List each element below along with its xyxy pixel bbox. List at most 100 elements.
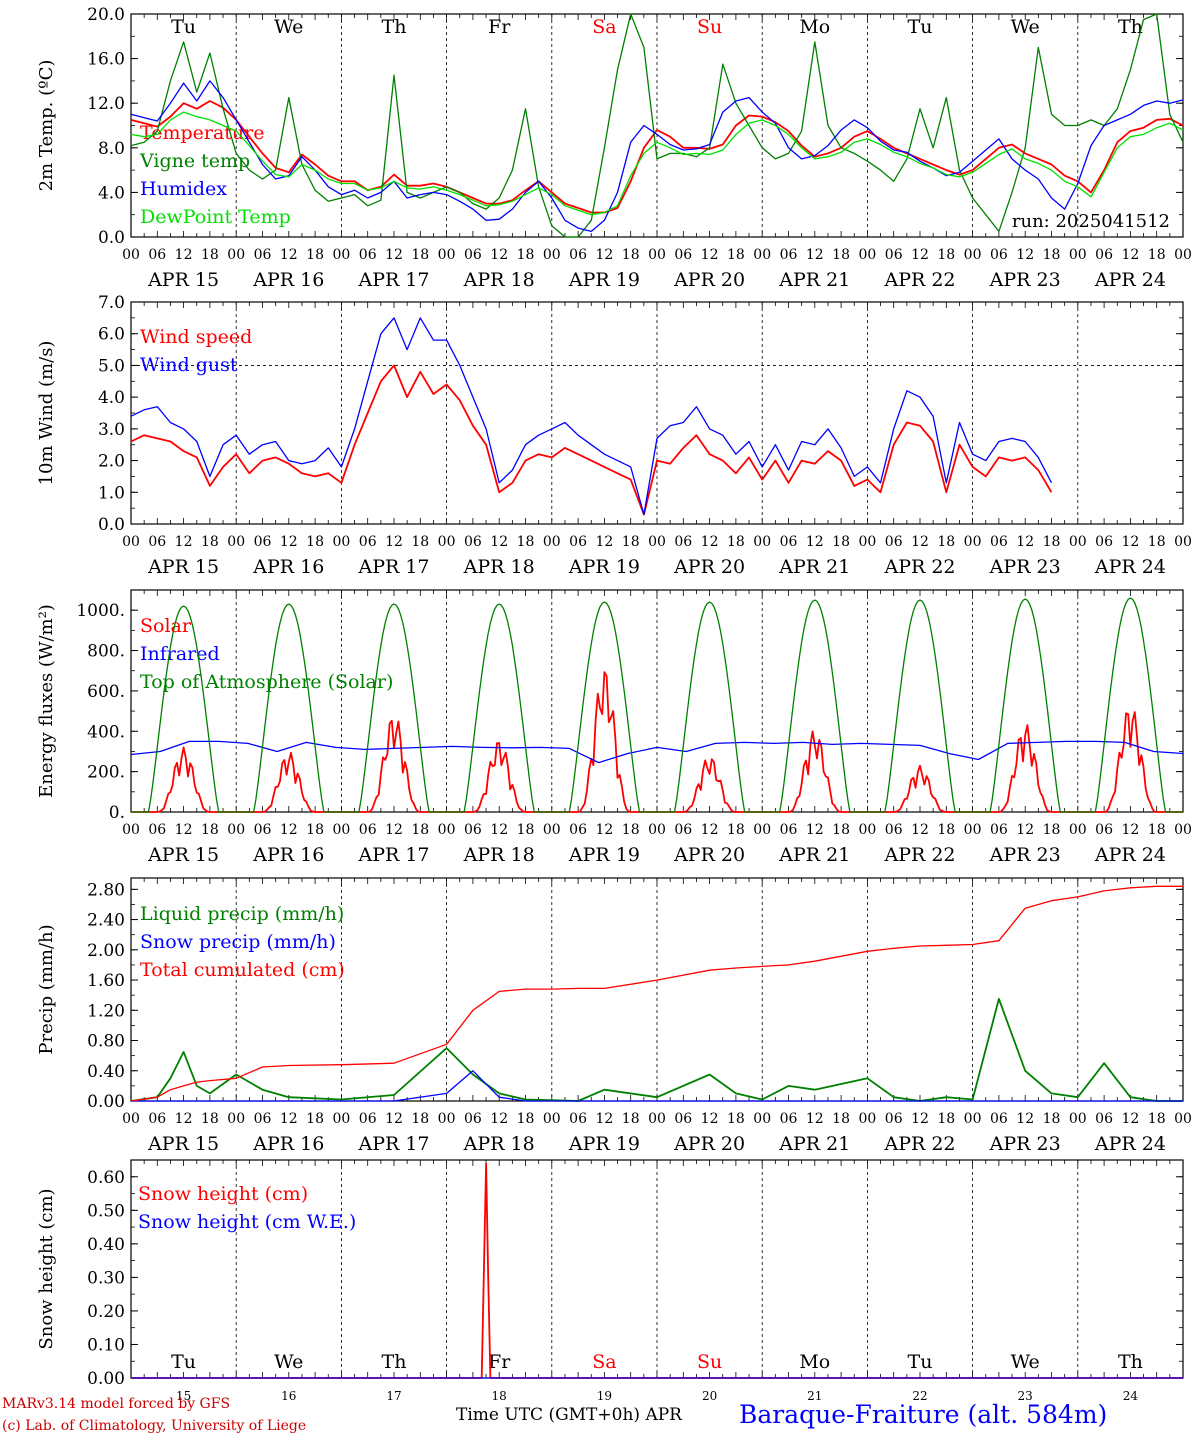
date-label: APR 20 bbox=[673, 269, 745, 291]
date-label: APR 16 bbox=[252, 844, 324, 866]
hour-tick-label: 18 bbox=[411, 822, 429, 838]
hour-tick-label: 18 bbox=[1148, 247, 1166, 263]
legend-snow-height-cm: Snow height (cm) bbox=[138, 1183, 308, 1205]
hour-tick-label: 00 bbox=[648, 1111, 666, 1127]
hour-tick-label: 06 bbox=[254, 822, 272, 838]
y-tick-label: 1.60 bbox=[87, 971, 125, 991]
series-vigne-temp bbox=[130, 13, 1184, 238]
hour-tick-label: 00 bbox=[122, 247, 140, 263]
hour-tick-label: 00 bbox=[1069, 247, 1087, 263]
weekday-label: Fr bbox=[488, 16, 511, 38]
hour-tick-label: 00 bbox=[1174, 247, 1192, 263]
y-axis-label: 10m Wind (m/s) bbox=[36, 341, 57, 486]
hour-tick-label: 18 bbox=[201, 822, 219, 838]
hour-tick-label: 06 bbox=[1095, 822, 1113, 838]
hour-tick-label: 06 bbox=[254, 1111, 272, 1127]
day-number-label: 21 bbox=[807, 1389, 822, 1403]
date-label: APR 18 bbox=[463, 844, 535, 866]
hour-tick-label: 00 bbox=[438, 534, 456, 550]
weekday-label: We bbox=[1011, 1351, 1040, 1373]
y-tick-label: 2.0 bbox=[98, 452, 125, 472]
date-label: APR 16 bbox=[252, 556, 324, 578]
weekday-label: Mo bbox=[799, 1351, 830, 1373]
hour-tick-label: 12 bbox=[490, 1111, 508, 1127]
y-tick-label: 0.40 bbox=[87, 1062, 125, 1082]
hour-tick-label: 06 bbox=[464, 1111, 482, 1127]
y-tick-label: 800. bbox=[87, 642, 125, 662]
legend-wind-speed: Wind speed bbox=[140, 326, 252, 348]
hour-tick-label: 06 bbox=[464, 247, 482, 263]
weekday-label: Sa bbox=[592, 1351, 616, 1373]
hour-tick-label: 18 bbox=[622, 534, 640, 550]
hour-tick-label: 00 bbox=[332, 534, 350, 550]
hour-tick-label: 18 bbox=[411, 534, 429, 550]
date-label: APR 22 bbox=[883, 556, 955, 578]
series-wind-gust bbox=[130, 317, 1053, 516]
hour-tick-label: 00 bbox=[964, 247, 982, 263]
y-tick-label: 0.60 bbox=[87, 1168, 125, 1188]
weekday-label: Sa bbox=[592, 16, 616, 38]
legend-wind-gust: Wind gust bbox=[140, 354, 238, 376]
hour-tick-label: 06 bbox=[254, 247, 272, 263]
hour-tick-label: 06 bbox=[990, 1111, 1008, 1127]
hour-tick-label: 18 bbox=[411, 1111, 429, 1127]
series-dewpoint-temp bbox=[130, 111, 1184, 216]
hour-tick-label: 06 bbox=[885, 534, 903, 550]
hour-tick-label: 00 bbox=[122, 534, 140, 550]
weekday-label: Th bbox=[382, 1351, 407, 1373]
hour-tick-label: 12 bbox=[1121, 1111, 1139, 1127]
hour-tick-label: 18 bbox=[622, 247, 640, 263]
hour-tick-label: 00 bbox=[227, 822, 245, 838]
hour-tick-label: 00 bbox=[1174, 534, 1192, 550]
hour-tick-label: 06 bbox=[569, 534, 587, 550]
date-label: APR 15 bbox=[147, 844, 219, 866]
series-temperature bbox=[130, 100, 1184, 214]
day-number-label: 17 bbox=[386, 1389, 401, 1403]
series-snow-precip-mm-h bbox=[131, 1070, 1183, 1102]
y-tick-label: 1000. bbox=[76, 601, 125, 621]
y-axis-label: Energy fluxes (W/m²) bbox=[36, 604, 57, 798]
date-label: APR 19 bbox=[568, 269, 640, 291]
hour-tick-label: 18 bbox=[306, 1111, 324, 1127]
y-tick-label: 20.0 bbox=[87, 5, 125, 25]
hour-tick-label: 18 bbox=[1148, 534, 1166, 550]
date-label: APR 23 bbox=[989, 1133, 1061, 1155]
hour-tick-label: 00 bbox=[122, 1111, 140, 1127]
date-label: APR 17 bbox=[357, 269, 429, 291]
hour-tick-label: 18 bbox=[201, 534, 219, 550]
date-label: APR 17 bbox=[357, 844, 429, 866]
date-label: APR 24 bbox=[1094, 556, 1166, 578]
hour-tick-label: 12 bbox=[385, 1111, 403, 1127]
hour-tick-label: 00 bbox=[1174, 822, 1192, 838]
hour-tick-label: 06 bbox=[148, 822, 166, 838]
hour-tick-label: 18 bbox=[622, 822, 640, 838]
hour-tick-label: 18 bbox=[937, 1111, 955, 1127]
hour-tick-label: 18 bbox=[937, 247, 955, 263]
day-number-label: 18 bbox=[492, 1389, 507, 1403]
y-tick-label: 0.80 bbox=[87, 1032, 125, 1052]
hour-tick-label: 12 bbox=[911, 822, 929, 838]
y-axis-label: 2m Temp. (ºC) bbox=[36, 60, 57, 192]
copyright: (c) Lab. of Climatology, University of L… bbox=[2, 1418, 307, 1434]
hour-tick-label: 12 bbox=[595, 822, 613, 838]
hour-tick-label: 18 bbox=[306, 822, 324, 838]
hour-tick-label: 12 bbox=[911, 247, 929, 263]
hour-tick-label: 18 bbox=[622, 1111, 640, 1127]
hour-tick-label: 18 bbox=[201, 1111, 219, 1127]
weekday-label: We bbox=[1011, 16, 1040, 38]
weekday-label: Su bbox=[697, 16, 722, 38]
y-tick-label: 12.0 bbox=[87, 94, 125, 114]
day-number-label: 16 bbox=[281, 1389, 296, 1403]
weekday-label: Tu bbox=[908, 1351, 933, 1373]
hour-tick-label: 06 bbox=[148, 247, 166, 263]
hour-tick-label: 00 bbox=[964, 1111, 982, 1127]
hour-tick-label: 12 bbox=[806, 822, 824, 838]
hour-tick-label: 18 bbox=[1148, 1111, 1166, 1127]
hour-tick-label: 18 bbox=[832, 247, 850, 263]
legend-liquid-precip-mm-h: Liquid precip (mm/h) bbox=[140, 903, 344, 925]
hour-tick-label: 06 bbox=[885, 822, 903, 838]
y-tick-label: 1.20 bbox=[87, 1001, 125, 1021]
y-tick-label: 200. bbox=[87, 763, 125, 783]
day-number-label: 22 bbox=[912, 1389, 927, 1403]
